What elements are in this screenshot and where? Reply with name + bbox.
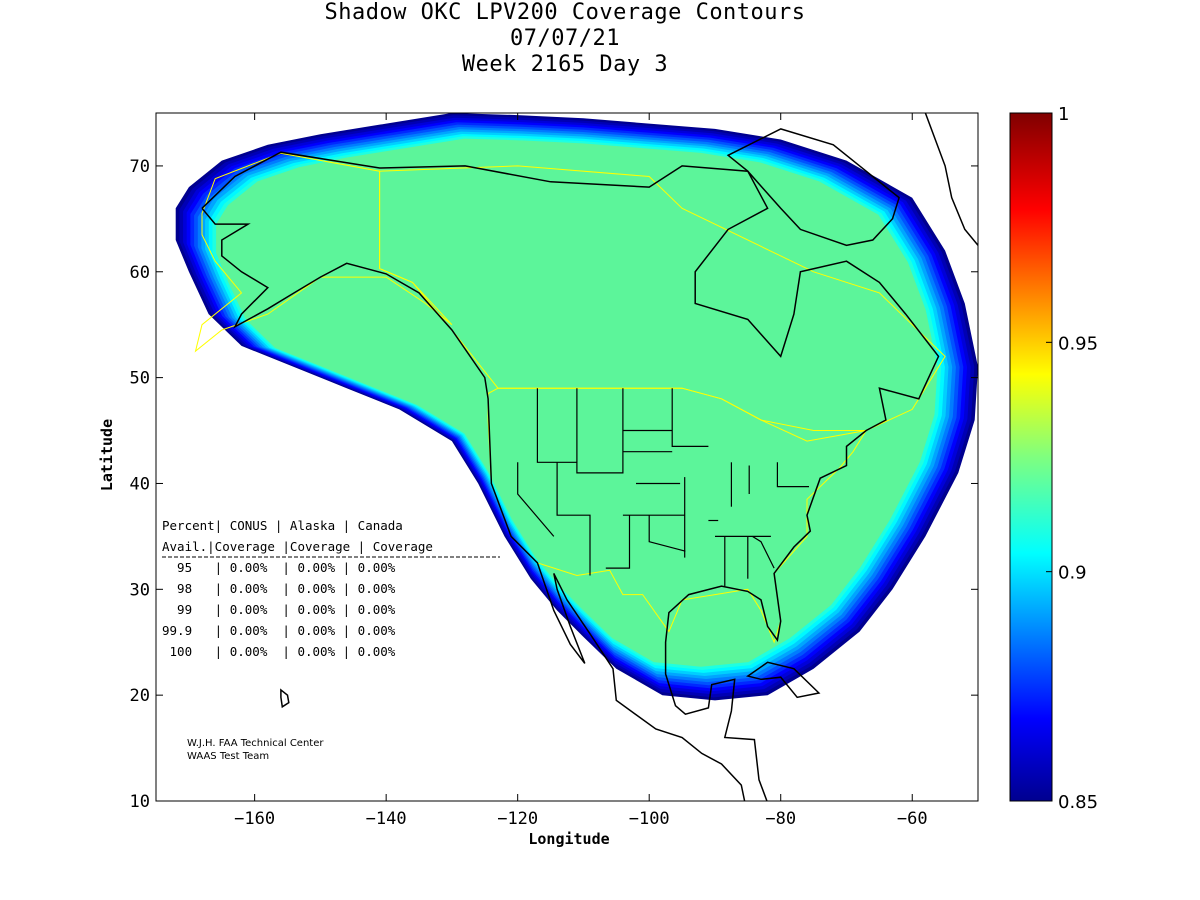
credit-team: WAAS Test Team (187, 751, 269, 762)
chart-week-day: Week 2165 Day 3 (461, 52, 669, 77)
state-boundary (605, 515, 631, 569)
x-tick-label: −160 (234, 809, 275, 829)
chart-date: 07/07/21 (510, 26, 620, 51)
state-boundary (671, 388, 709, 447)
y-axis-ticks: 10 20 30 40 50 60 70 (130, 157, 978, 812)
y-tick-label: 60 (130, 263, 150, 283)
colorbar-tick-label: 0.9 (1058, 563, 1087, 584)
x-tick-label: −80 (765, 809, 796, 829)
stats-row: 99.9 | 0.00% | 0.00% | 0.00% (162, 623, 396, 638)
y-tick-label: 70 (130, 157, 150, 177)
cuba-outline (746, 661, 821, 699)
state-boundary (556, 462, 591, 576)
y-tick-label: 10 (130, 792, 150, 812)
x-tick-label: −140 (366, 809, 407, 829)
hawaii-outline (280, 688, 290, 709)
state-boundary (536, 388, 577, 463)
x-tick-label: −100 (629, 809, 670, 829)
stats-row: 95 | 0.00% | 0.00% | 0.00% (162, 560, 396, 575)
coastline (201, 151, 940, 801)
stats-header-2: Avail.|Coverage |Coverage | Coverage (162, 539, 433, 554)
stats-row: 99 | 0.00% | 0.00% | 0.00% (162, 602, 396, 617)
y-tick-label: 20 (130, 686, 150, 706)
state-boundary (752, 535, 775, 569)
colorbar-ticks: 0.85 0.9 0.95 1 (1046, 104, 1098, 813)
alaska-boundary (194, 152, 453, 353)
state-boundary (776, 462, 809, 488)
colorbar-tick-label: 0.85 (1058, 792, 1098, 813)
chart-title: Shadow OKC LPV200 Coverage Contours (324, 0, 806, 25)
coastlines (201, 113, 978, 801)
coverage-stats-table: Percent| CONUS | Alaska | Canada Avail.|… (162, 518, 500, 659)
greenland-outline (922, 113, 978, 247)
y-tick-label: 30 (130, 580, 150, 600)
stats-header-1: Percent| CONUS | Alaska | Canada (162, 518, 403, 533)
x-axis-title: Longitude (528, 830, 609, 848)
baffin-island-outline (726, 128, 900, 247)
credit-org: W.J.H. FAA Technical Center (187, 738, 324, 749)
stats-row: 98 | 0.00% | 0.00% | 0.00% (162, 581, 396, 596)
colorbar-tick-label: 0.95 (1058, 333, 1098, 354)
y-axis-title: Latitude (98, 419, 116, 491)
stats-row: 100 | 0.00% | 0.00% | 0.00% (162, 644, 396, 659)
x-axis-ticks: −160 −140 −120 −100 −80 −60 (234, 113, 928, 829)
x-tick-label: −120 (497, 809, 538, 829)
plot-area (175, 113, 978, 801)
plot-frame (155, 112, 979, 802)
y-tick-label: 40 (130, 474, 150, 494)
colorbar-tick-label: 1 (1058, 104, 1069, 125)
colorbar (1009, 112, 1053, 802)
x-tick-label: −60 (897, 809, 928, 829)
state-boundary (648, 515, 686, 552)
y-tick-label: 50 (130, 369, 150, 389)
state-boundary (517, 462, 555, 537)
